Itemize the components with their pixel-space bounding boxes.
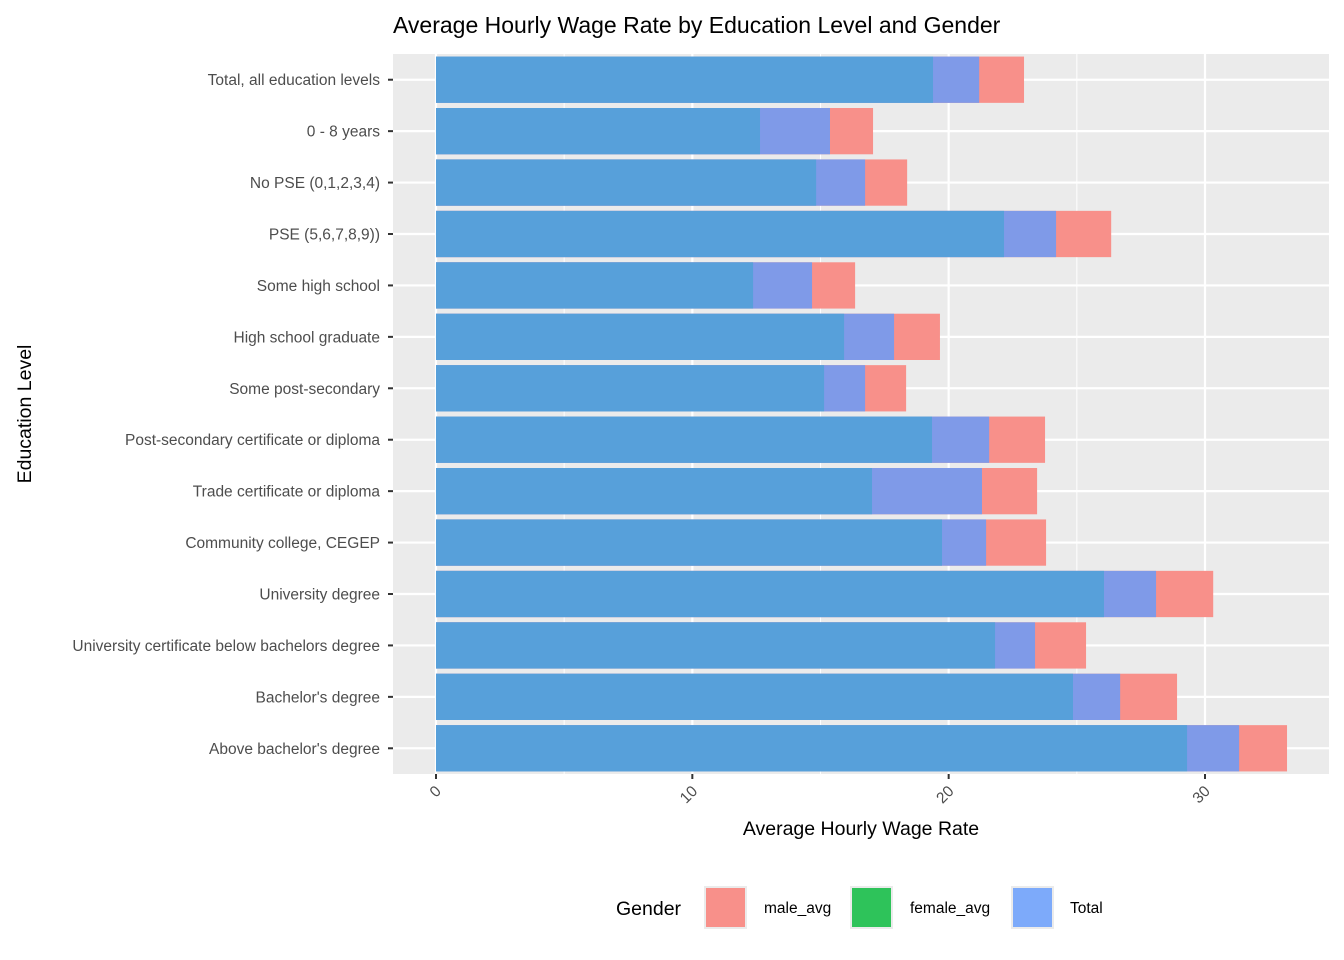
bar-female-avg	[436, 262, 754, 309]
bar-female-avg	[436, 519, 943, 566]
x-tick-label: 20	[933, 783, 957, 807]
y-tick-label: High school graduate	[234, 329, 381, 346]
y-tick-label: Total, all education levels	[208, 72, 381, 89]
bar-female-avg	[436, 570, 1105, 618]
x-tick-label: 30	[1190, 783, 1214, 807]
y-tick-label: No PSE (0,1,2,3,4)	[250, 175, 380, 192]
bar-female-avg	[436, 622, 996, 669]
bar-female-avg	[436, 673, 1073, 720]
bar-female-avg	[436, 468, 873, 515]
legend-label: male_avg	[764, 900, 831, 917]
x-tick-label: 10	[677, 783, 701, 807]
y-tick-label: University degree	[259, 587, 380, 604]
legend-swatch-Total	[1013, 888, 1052, 927]
legend-title: Gender	[616, 898, 682, 920]
bar-female-avg	[436, 210, 1005, 258]
bar-female-avg	[436, 416, 933, 463]
bars	[436, 56, 1288, 772]
bar-female-avg	[436, 725, 1188, 772]
bar-female-avg	[436, 108, 761, 155]
legend: Gender male_avg female_avg Total	[616, 886, 1103, 929]
y-tick-label: Community college, CEGEP	[185, 535, 380, 552]
legend-label: female_avg	[910, 900, 990, 917]
bar-female-avg	[436, 365, 825, 412]
y-tick-label: Some post-secondary	[229, 381, 380, 398]
legend-swatch-male-avg	[706, 888, 745, 927]
y-tick-label: Above bachelor's degree	[209, 741, 380, 758]
y-tick-label: University certificate below bachelors d…	[72, 638, 380, 655]
y-tick-label: Post-secondary certificate or diploma	[125, 432, 380, 449]
y-tick-label: Bachelor's degree	[256, 689, 380, 706]
y-tick-label: Trade certificate or diploma	[193, 484, 381, 501]
x-axis: 0 10 20 30	[427, 774, 1214, 807]
chart-title: Average Hourly Wage Rate by Education Le…	[393, 12, 1001, 38]
y-axis-title: Education Level	[14, 345, 36, 484]
bar-female-avg	[436, 56, 934, 103]
y-tick-label: PSE (5,6,7,8,9))	[269, 227, 380, 244]
x-tick-label: 0	[427, 783, 445, 801]
bar-female-avg	[436, 313, 845, 360]
bar-female-avg	[436, 159, 817, 206]
y-tick-label: 0 - 8 years	[307, 124, 380, 141]
y-axis: Total, all education levels 0 - 8 years No…	[72, 72, 393, 758]
legend-label: Total	[1070, 900, 1103, 917]
y-tick-label: Some high school	[257, 278, 380, 295]
x-axis-title: Average Hourly Wage Rate	[743, 818, 979, 840]
legend-swatch-female-avg	[852, 888, 891, 927]
